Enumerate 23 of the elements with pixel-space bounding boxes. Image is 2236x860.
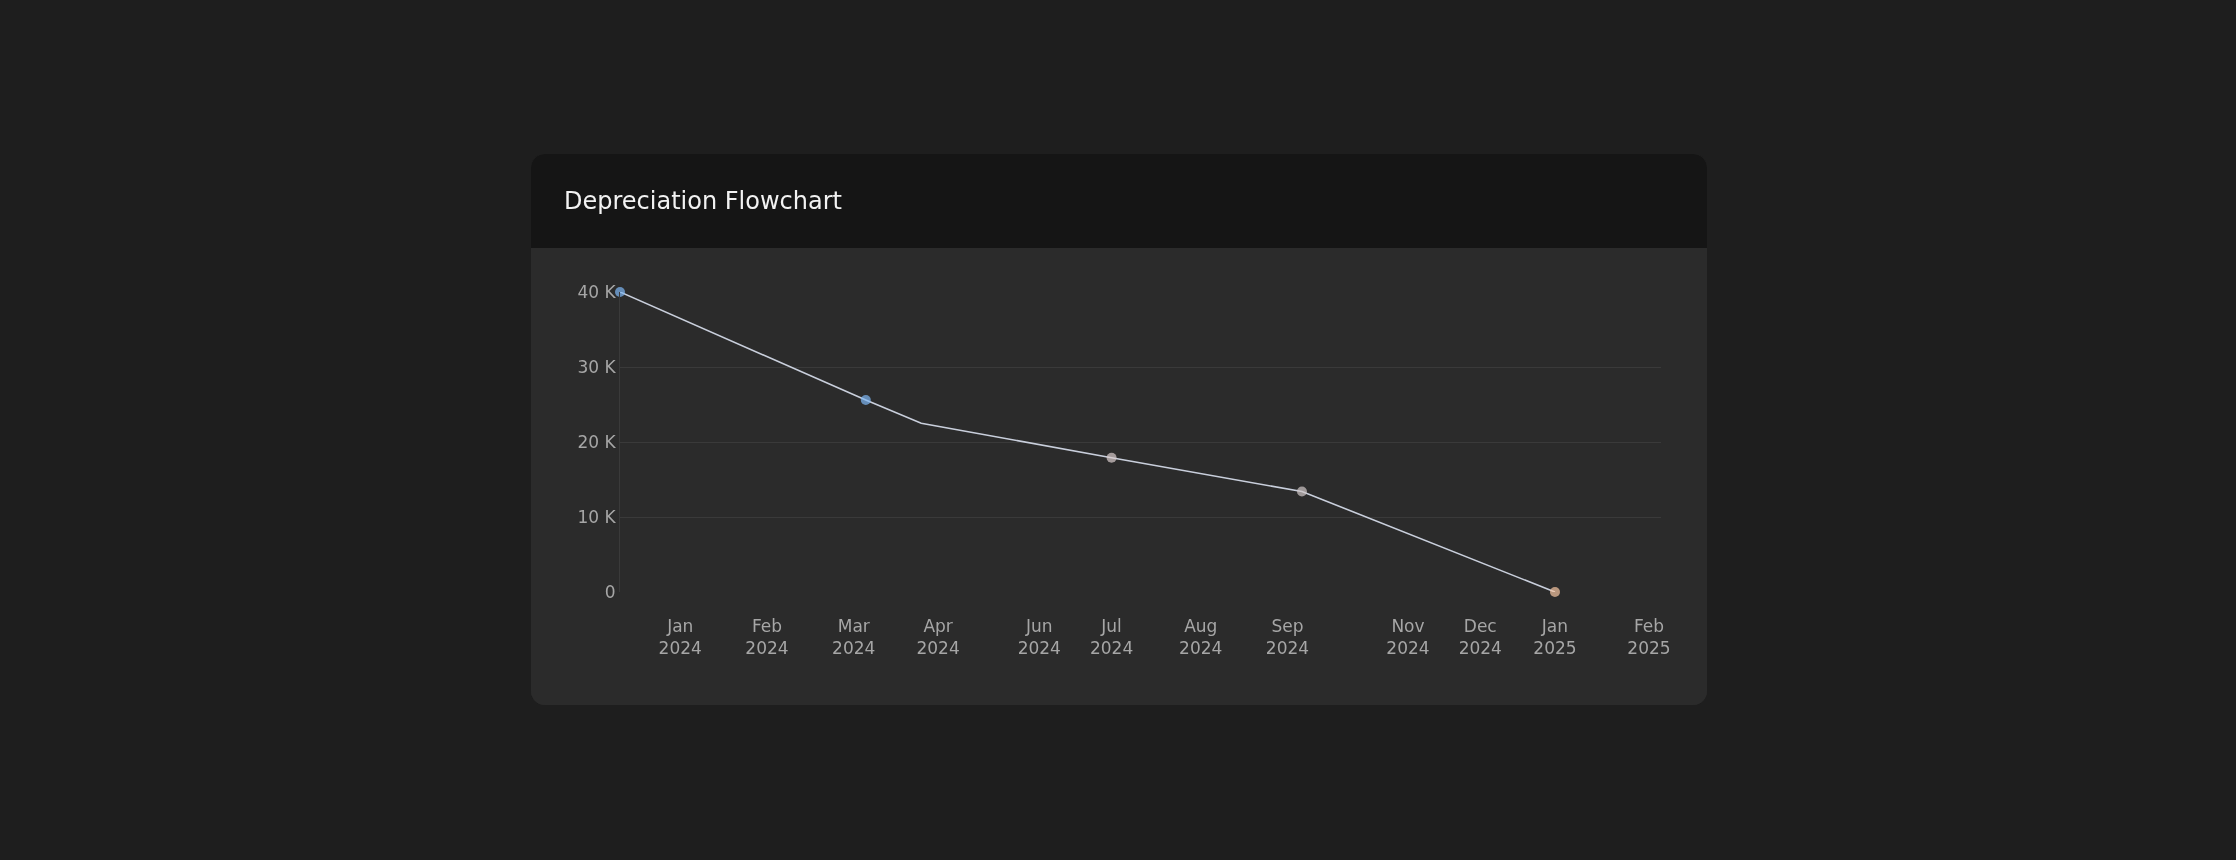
x-tick-label: Feb 2025: [1627, 616, 1671, 659]
x-tick-label: Aug 2024: [1179, 616, 1223, 659]
point: [1296, 486, 1307, 497]
x-tick-label: Jan 2025: [1533, 616, 1577, 659]
y-tick-label: 20 K: [577, 431, 617, 452]
x-tick-label: Apr 2024: [916, 616, 960, 659]
x-tick-label: Jun 2024: [1017, 616, 1061, 659]
y-tick-label: 10 K: [577, 506, 617, 527]
y-tick-label: 0: [604, 581, 616, 602]
x-tick-label: Jan 2024: [658, 616, 702, 659]
y-tick-label: 30 K: [577, 356, 617, 377]
point: [1106, 452, 1117, 463]
x-tick-label: Mar 2024: [832, 616, 876, 659]
x-tick-label: Dec 2024: [1458, 616, 1502, 659]
point: [615, 287, 625, 297]
point: [1549, 587, 1560, 597]
x-tick-label: Sep 2024: [1265, 616, 1310, 659]
y-tick-label: 40 K: [577, 281, 617, 302]
x-tick-label: Nov 2024: [1386, 616, 1430, 659]
point: [860, 395, 871, 405]
chart-title: Depreciation Flowchart: [531, 154, 1707, 248]
x-tick-label: Feb 2024: [745, 616, 789, 659]
x-tick-label: Jul 2024: [1089, 616, 1134, 659]
